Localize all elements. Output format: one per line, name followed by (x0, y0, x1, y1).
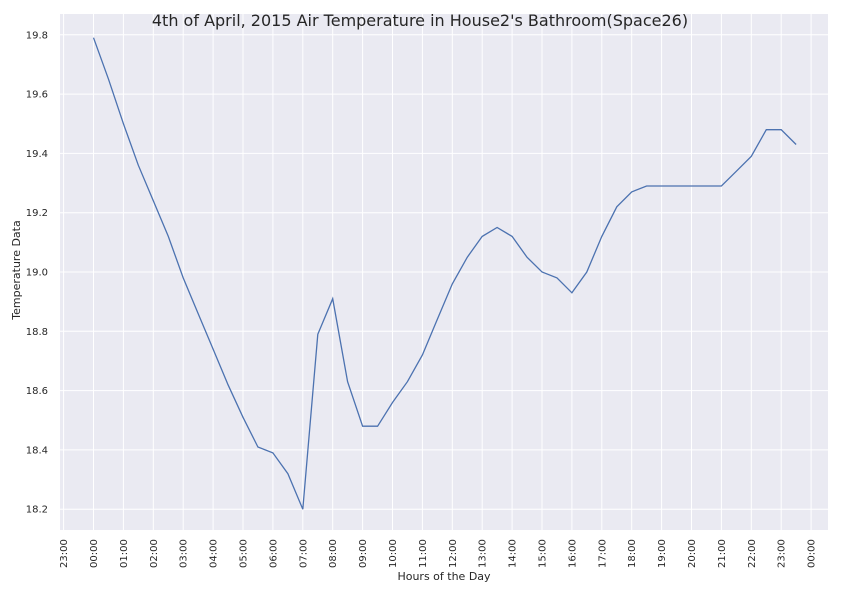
y-tick-label: 18.2 (26, 505, 48, 516)
x-tick-labels: 23:00 00:00 01:00 02:00 03:00 04:00 05:00 06:00… (59, 539, 818, 568)
x-tick-label: 09:00 (358, 539, 369, 568)
x-tick-label: 15:00 (538, 539, 549, 568)
x-tick-label: 23:00 (59, 539, 70, 568)
y-tick-labels: 18.2 18.4 18.6 18.8 19.0 19.2 19.4 19.6 19.8 (26, 30, 48, 515)
chart-title: 4th of April, 2015 Air Temperature in Ho… (152, 11, 688, 30)
x-tick-label: 03:00 (179, 539, 190, 568)
x-tick-label: 11:00 (418, 539, 429, 568)
x-tick-label: 20:00 (687, 539, 698, 568)
x-tick-label: 04:00 (209, 539, 220, 568)
x-tick-label: 02:00 (149, 539, 160, 568)
x-tick-label: 08:00 (328, 539, 339, 568)
y-tick-label: 18.8 (26, 327, 48, 338)
y-tick-label: 18.4 (26, 445, 48, 456)
x-tick-label: 05:00 (239, 539, 250, 568)
x-tick-label: 13:00 (478, 539, 489, 568)
x-tick-label: 22:00 (747, 539, 758, 568)
y-tick-label: 18.6 (26, 386, 48, 397)
x-axis-title: Hours of the Day (397, 570, 491, 583)
y-tick-label: 19.4 (26, 149, 48, 160)
x-tick-label: 18:00 (627, 539, 638, 568)
series-line (92, 37, 797, 510)
x-tick-label: 06:00 (268, 539, 279, 568)
x-tick-label: 10:00 (388, 539, 399, 568)
x-tick-label: 01:00 (119, 539, 130, 568)
x-tick-label: 21:00 (717, 539, 728, 568)
y-axis-title: Temperature Data (10, 220, 23, 320)
x-tick-label: 07:00 (298, 539, 309, 568)
x-tick-label: 19:00 (657, 539, 668, 568)
y-tick-label: 19.0 (26, 268, 48, 279)
x-tick-label: 16:00 (567, 539, 578, 568)
x-tick-label: 17:00 (597, 539, 608, 568)
y-tick-label: 19.8 (26, 30, 48, 41)
x-tick-label: 23:00 (777, 539, 788, 568)
x-tick-label: 00:00 (807, 539, 818, 568)
y-tick-label: 19.2 (26, 208, 48, 219)
y-tick-label: 19.6 (26, 90, 48, 101)
grid-lines (60, 14, 828, 530)
x-tick-label: 00:00 (89, 539, 100, 568)
x-tick-label: 14:00 (508, 539, 519, 568)
x-tick-label: 12:00 (448, 539, 459, 568)
